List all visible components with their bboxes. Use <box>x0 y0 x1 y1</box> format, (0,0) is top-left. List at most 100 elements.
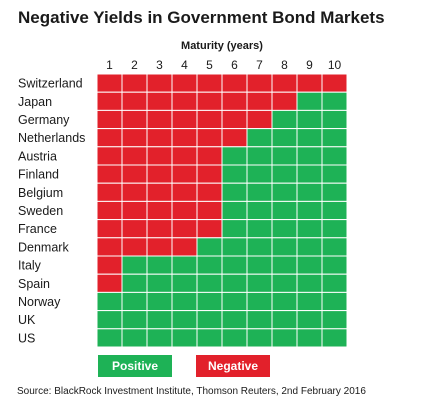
cell-switzerland-8 <box>271 73 298 93</box>
country-label-switzerland: Switzerland <box>18 77 83 91</box>
cell-france-6 <box>221 219 248 239</box>
country-label-germany: Germany <box>18 113 70 127</box>
cell-switzerland-10 <box>321 73 348 93</box>
cell-norway-4 <box>171 291 198 312</box>
cell-japan-8 <box>271 91 298 111</box>
cell-finland-6 <box>221 164 248 184</box>
cell-netherlands-3 <box>146 128 173 148</box>
cell-italy-1 <box>96 255 123 275</box>
cell-japan-1 <box>96 91 123 111</box>
cell-sweden-2 <box>121 200 148 221</box>
cell-uk-6 <box>221 310 248 330</box>
cell-norway-3 <box>146 291 173 312</box>
cell-netherlands-8 <box>271 128 298 148</box>
cell-us-7 <box>246 328 273 348</box>
country-label-spain: Spain <box>18 277 50 291</box>
cell-us-10 <box>321 328 348 348</box>
cell-norway-1 <box>96 291 123 312</box>
cell-austria-7 <box>246 146 273 166</box>
cell-france-3 <box>146 219 173 239</box>
cell-sweden-3 <box>146 200 173 221</box>
cell-spain-2 <box>121 273 148 293</box>
legend-negative-label: Negative <box>207 359 259 373</box>
cell-france-2 <box>121 219 148 239</box>
cell-austria-9 <box>296 146 323 166</box>
x-tick-label-3: 3 <box>156 58 163 72</box>
cell-denmark-5 <box>196 237 223 257</box>
cell-finland-7 <box>246 164 273 184</box>
cell-uk-1 <box>96 310 123 330</box>
cell-italy-4 <box>171 255 198 275</box>
cell-netherlands-7 <box>246 128 273 148</box>
cell-sweden-1 <box>96 200 123 221</box>
cell-switzerland-9 <box>296 73 323 93</box>
cell-us-9 <box>296 328 323 348</box>
cell-finland-4 <box>171 164 198 184</box>
cell-italy-5 <box>196 255 223 275</box>
cell-denmark-6 <box>221 237 248 257</box>
cell-france-9 <box>296 219 323 239</box>
cell-austria-3 <box>146 146 173 166</box>
x-axis-title: Maturity (years) <box>181 40 263 52</box>
cell-spain-10 <box>321 273 348 293</box>
cell-germany-1 <box>96 109 123 130</box>
cell-belgium-4 <box>171 182 198 202</box>
cell-germany-5 <box>196 109 223 130</box>
cell-spain-4 <box>171 273 198 293</box>
cell-spain-9 <box>296 273 323 293</box>
cell-norway-10 <box>321 291 348 312</box>
cell-norway-7 <box>246 291 273 312</box>
x-tick-label-6: 6 <box>231 58 238 72</box>
cell-austria-10 <box>321 146 348 166</box>
country-labels: Switzerland Japan Germany Netherlands Austri… <box>18 77 85 346</box>
cell-belgium-6 <box>221 182 248 202</box>
cell-netherlands-6 <box>221 128 248 148</box>
cell-france-1 <box>96 219 123 239</box>
cell-uk-4 <box>171 310 198 330</box>
cell-japan-2 <box>121 91 148 111</box>
cell-belgium-8 <box>271 182 298 202</box>
cell-us-2 <box>121 328 148 348</box>
heatmap-chart: 1 2 3 4 5 6 7 8 9 10 Switzerland Japan Germany Nethe… <box>18 58 348 348</box>
cell-austria-8 <box>271 146 298 166</box>
cell-italy-8 <box>271 255 298 275</box>
cell-spain-6 <box>221 273 248 293</box>
x-tick-label-8: 8 <box>281 58 288 72</box>
country-label-norway: Norway <box>18 295 61 309</box>
country-label-italy: Italy <box>18 259 42 273</box>
heatmap-cells <box>96 73 348 348</box>
cell-italy-3 <box>146 255 173 275</box>
cell-finland-10 <box>321 164 348 184</box>
cell-norway-8 <box>271 291 298 312</box>
cell-belgium-3 <box>146 182 173 202</box>
x-tick-label-10: 10 <box>328 58 342 72</box>
cell-netherlands-9 <box>296 128 323 148</box>
chart-title: Negative Yields in Government Bond Marke… <box>18 8 385 27</box>
cell-us-4 <box>171 328 198 348</box>
cell-italy-9 <box>296 255 323 275</box>
cell-us-5 <box>196 328 223 348</box>
cell-japan-6 <box>221 91 248 111</box>
x-tick-labels: 1 2 3 4 5 6 7 8 9 10 <box>106 58 341 72</box>
cell-denmark-1 <box>96 237 123 257</box>
cell-italy-6 <box>221 255 248 275</box>
x-tick-label-1: 1 <box>106 58 113 72</box>
country-label-us: US <box>18 331 35 345</box>
cell-france-10 <box>321 219 348 239</box>
cell-norway-5 <box>196 291 223 312</box>
country-label-uk: UK <box>18 313 36 327</box>
cell-uk-10 <box>321 310 348 330</box>
cell-finland-5 <box>196 164 223 184</box>
cell-uk-8 <box>271 310 298 330</box>
cell-austria-2 <box>121 146 148 166</box>
cell-uk-2 <box>121 310 148 330</box>
cell-italy-2 <box>121 255 148 275</box>
cell-germany-2 <box>121 109 148 130</box>
country-label-finland: Finland <box>18 168 59 182</box>
cell-italy-7 <box>246 255 273 275</box>
cell-austria-4 <box>171 146 198 166</box>
cell-switzerland-6 <box>221 73 248 93</box>
cell-denmark-10 <box>321 237 348 257</box>
x-tick-label-2: 2 <box>131 58 138 72</box>
cell-japan-5 <box>196 91 223 111</box>
